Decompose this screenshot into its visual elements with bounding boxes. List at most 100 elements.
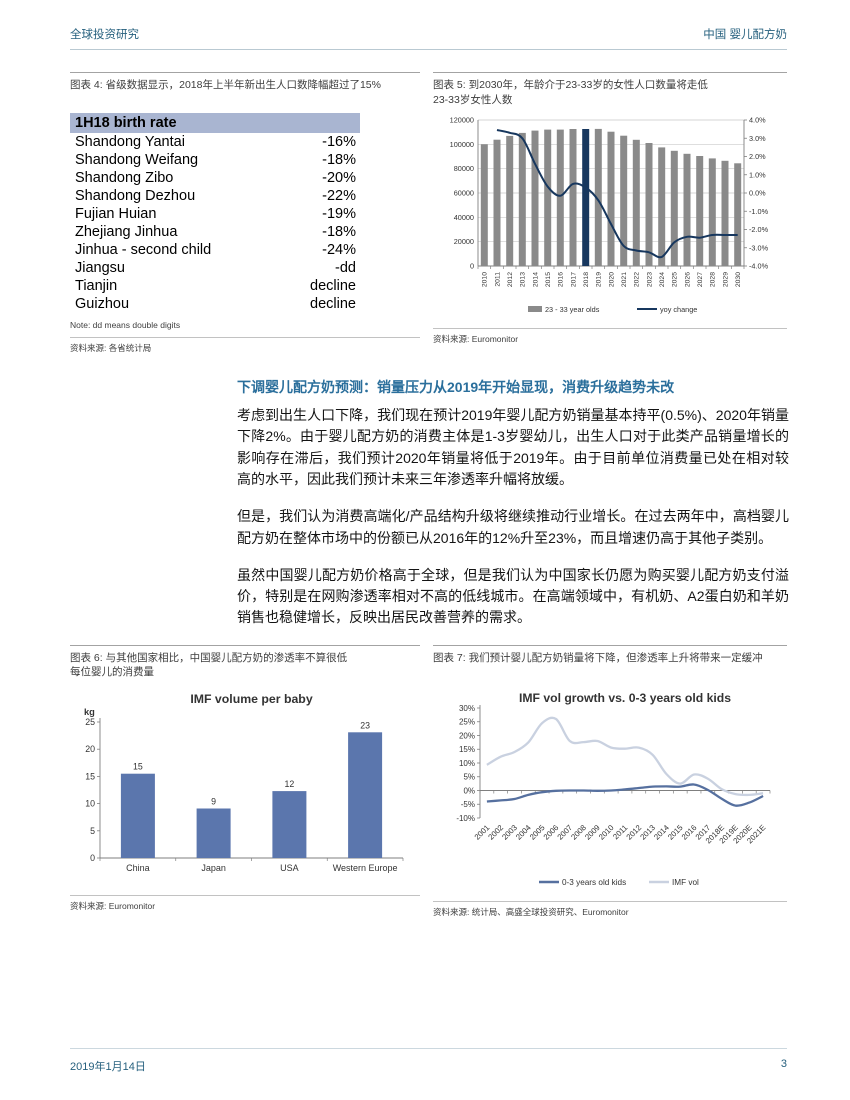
svg-text:0%: 0% [463,786,475,795]
svg-text:5: 5 [90,825,95,835]
region-cell: Jiangsu [75,260,125,276]
source-label: 资料来源: [70,900,107,911]
svg-text:4.0%: 4.0% [749,116,766,125]
rate-cell: -19% [322,206,356,222]
table-row: Jiangsu -dd [70,259,360,277]
exhibit-5-label: 图表 5: [433,79,466,91]
svg-text:30%: 30% [459,703,475,712]
table-row: Tianjin decline [70,277,360,295]
region-cell: Jinhua - second child [75,242,212,258]
line-series-imf-vol [486,716,764,796]
svg-text:Japan: Japan [201,863,226,873]
birth-rate-table-header: 1H18 birth rate [70,113,360,133]
exhibit-7: 图表 7: 我们预计婴儿配方奶销量将下降，但渗透率上升将带来一定缓冲 IMF v… [433,644,787,918]
svg-text:2025: 2025 [672,272,679,287]
rate-cell: -24% [322,242,356,258]
svg-text:15: 15 [133,761,143,771]
page-footer: 2019年1月14日 3 [70,1048,787,1074]
rate-cell: -18% [322,152,356,168]
svg-text:9: 9 [211,796,216,806]
body-paragraph-1: 考虑到出生人口下降，我们现在预计2019年婴儿配方奶销量基本持平(0.5%)、2… [237,407,789,487]
chart-title: IMF volume per baby [190,692,312,706]
table-row: Fujian Huian -19% [70,205,360,223]
exhibit-5: 图表 5: 到2030年，年龄介于23-33岁的女性人口数量将走低 23-33岁… [433,72,787,345]
svg-text:20000: 20000 [454,237,474,246]
exhibit-5-subtitle: 23-33岁女性人数 [433,93,513,106]
region-cell: Shandong Dezhou [75,188,196,204]
chart-title: IMF vol growth vs. 0-3 years old kids [519,691,731,705]
bar-series-23-33-year-olds [480,128,742,266]
line-series-kids [486,782,764,807]
exhibit-6: 图表 6: 与其他国家相比，中国婴儿配方奶的渗透率不算很低 每位婴儿的消费量 I… [70,644,420,912]
exhibit-7-label: 图表 7: [433,651,466,664]
svg-text:15%: 15% [459,745,475,754]
table-row: Zhejiang Jinhua -18% [70,223,360,241]
table-row: Guizhou decline [70,295,360,313]
svg-text:0: 0 [470,262,474,271]
region-cell: Shandong Zibo [75,170,174,186]
rate-cell: -dd [335,260,356,276]
source-text: Euromonitor [108,900,156,911]
svg-text:12: 12 [284,779,294,789]
exhibit-5-source: 资料来源: Euromonitor [433,328,787,345]
rate-cell: -18% [322,224,356,240]
svg-text:-5%: -5% [461,800,475,809]
svg-text:USA: USA [280,863,299,873]
rate-cell: decline [310,278,356,294]
exhibit-7-title-text: 我们预计婴儿配方奶销量将下降，但渗透率上升将带来一定缓冲 [468,651,763,664]
section-heading: 下调婴儿配方奶预测：销量压力从2019年开始显现，消费升级趋势未改 [237,379,675,395]
page-number: 3 [780,1058,787,1070]
svg-text:20%: 20% [459,731,475,740]
svg-text:23 - 33 year olds: 23 - 33 year olds [545,305,600,314]
axes: 0 20000 40000 60000 80000 100000 120000 -4.0% -3… [450,116,769,271]
imf-volume-bar-chart: IMF volume per baby kg 0 5 10 15 20 25 15 China 9 J… [84,692,404,873]
svg-text:0: 0 [90,853,95,863]
line-series-yoy-change [496,129,738,259]
svg-text:-3.0%: -3.0% [749,243,769,252]
rate-cell: -20% [322,170,356,186]
svg-text:2017: 2017 [570,272,577,287]
region-cell: Zhejiang Jinhua [75,224,178,240]
svg-text:40000: 40000 [454,213,474,222]
exhibit-4-title-text: 省级数据显示，2018年上半年新出生人口数降幅超过了15% [105,79,381,91]
exhibit-4: 图表 4: 省级数据显示，2018年上半年新出生人口数降幅超过了15% 1H18… [70,72,420,354]
region-cell: Fujian Huian [75,206,157,222]
exhibit-6-subtitle: 每位婴儿的消费量 [70,666,154,679]
rate-cell: -16% [322,134,356,150]
region-cell: Guizhou [75,296,130,312]
svg-text:23: 23 [360,720,370,730]
svg-text:Western Europe: Western Europe [333,863,398,873]
svg-text:60000: 60000 [454,189,474,198]
source-text: 统计局、高盛全球投资研究、Euromonitor [471,906,629,917]
svg-text:2028: 2028 [710,272,717,287]
svg-text:2029: 2029 [722,272,729,287]
svg-text:2030: 2030 [735,272,742,287]
svg-text:2015: 2015 [545,272,552,287]
svg-text:3.0%: 3.0% [749,134,766,143]
body-paragraph-3: 虽然中国婴儿配方奶价格高于全球，但是我们认为中国家长仍愿为购买婴儿配方奶支付溢价… [237,566,789,626]
exhibit-4-source: 资料来源: 各省统计局 [70,337,420,354]
exhibit-row-bottom: 图表 6: 与其他国家相比，中国婴儿配方奶的渗透率不算很低 每位婴儿的消费量 I… [70,644,787,918]
source-label: 资料来源: [433,334,470,344]
birth-rate-table-body: Shandong Yantai -16% Shandong Weifang -18% S… [70,133,360,313]
svg-text:2018: 2018 [583,272,590,287]
axes: -10% -5% 0% 5% 10% 15% 20% 25% 30% [456,703,771,822]
svg-text:2027: 2027 [697,272,704,287]
chart-legend: 23 - 33 year olds yoy change [528,305,697,314]
svg-text:2023: 2023 [646,272,653,287]
source-label: 资料来源: [70,343,107,353]
table-row: Shandong Zibo -20% [70,169,360,187]
source-text: Euromonitor [471,334,519,344]
svg-text:2.0%: 2.0% [749,152,766,161]
exhibit-7-source: 资料来源: 统计局、高盛全球投资研究、Euromonitor [433,900,787,918]
svg-text:2011: 2011 [494,272,501,287]
exhibit-6-title: 图表 6: 与其他国家相比，中国婴儿配方奶的渗透率不算很低 每位婴儿的消费量 [70,651,420,682]
svg-text:2013: 2013 [520,272,527,287]
y-axis-unit: kg [84,707,95,717]
report-topic-label: 中国 婴儿配方奶 [703,29,787,41]
svg-text:0-3 years old kids: 0-3 years old kids [562,878,626,887]
svg-text:-10%: -10% [456,813,475,822]
svg-text:-2.0%: -2.0% [749,225,769,234]
report-date: 2019年1月14日 [70,1061,146,1073]
